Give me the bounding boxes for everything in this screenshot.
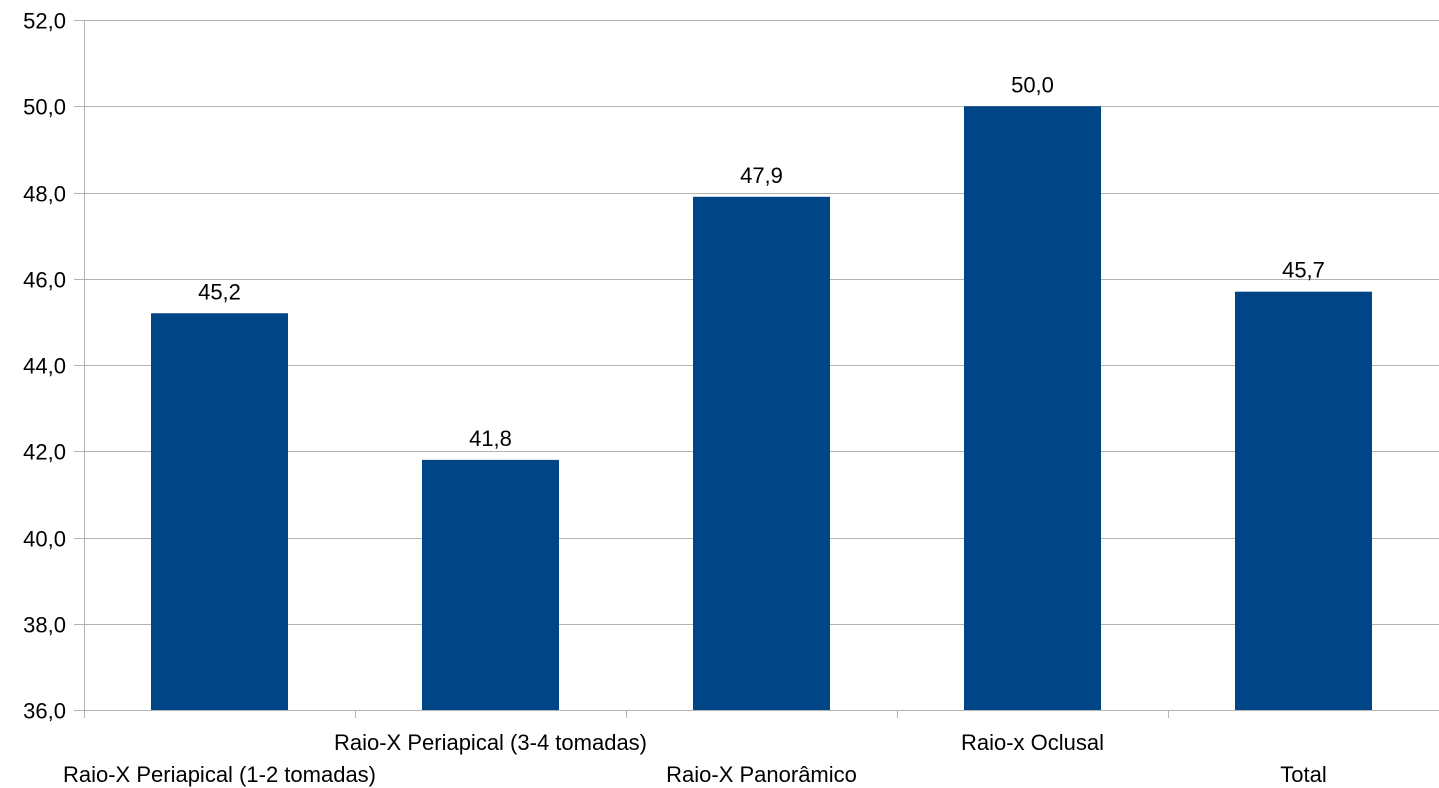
y-tick-label: 52,0 — [23, 9, 66, 34]
y-tick-label: 36,0 — [23, 699, 66, 724]
labels: 36,0 38,0 40,0 42,0 44,0 46,0 48,0 50,0 52,0 45,2… — [23, 9, 1327, 788]
x-category-label: Total — [1280, 762, 1326, 787]
data-label: 45,2 — [198, 279, 241, 304]
bar — [422, 459, 559, 710]
y-tick-label: 40,0 — [23, 527, 66, 552]
y-tick-label: 50,0 — [23, 95, 66, 120]
y-tick-label: 38,0 — [23, 613, 66, 638]
data-label: 45,7 — [1282, 258, 1325, 283]
data-label: 50,0 — [1011, 72, 1054, 97]
x-category-label: Raio-X Panorâmico — [666, 762, 857, 787]
bar — [151, 313, 288, 710]
x-category-label: Raio-x Oclusal — [961, 730, 1104, 755]
data-label: 41,8 — [469, 426, 512, 451]
bar — [1235, 291, 1372, 710]
bar — [693, 196, 830, 710]
x-category-label: Raio-X Periapical (3-4 tomadas) — [334, 730, 647, 755]
y-tick-label: 48,0 — [23, 182, 66, 207]
bars — [151, 106, 1372, 710]
y-tick-label: 42,0 — [23, 440, 66, 465]
axes — [84, 20, 1439, 718]
data-label: 47,9 — [740, 163, 783, 188]
y-tick-label: 46,0 — [23, 268, 66, 293]
bar — [964, 106, 1101, 710]
x-category-label: Raio-X Periapical (1-2 tomadas) — [63, 762, 376, 787]
y-tick-label: 44,0 — [23, 354, 66, 379]
